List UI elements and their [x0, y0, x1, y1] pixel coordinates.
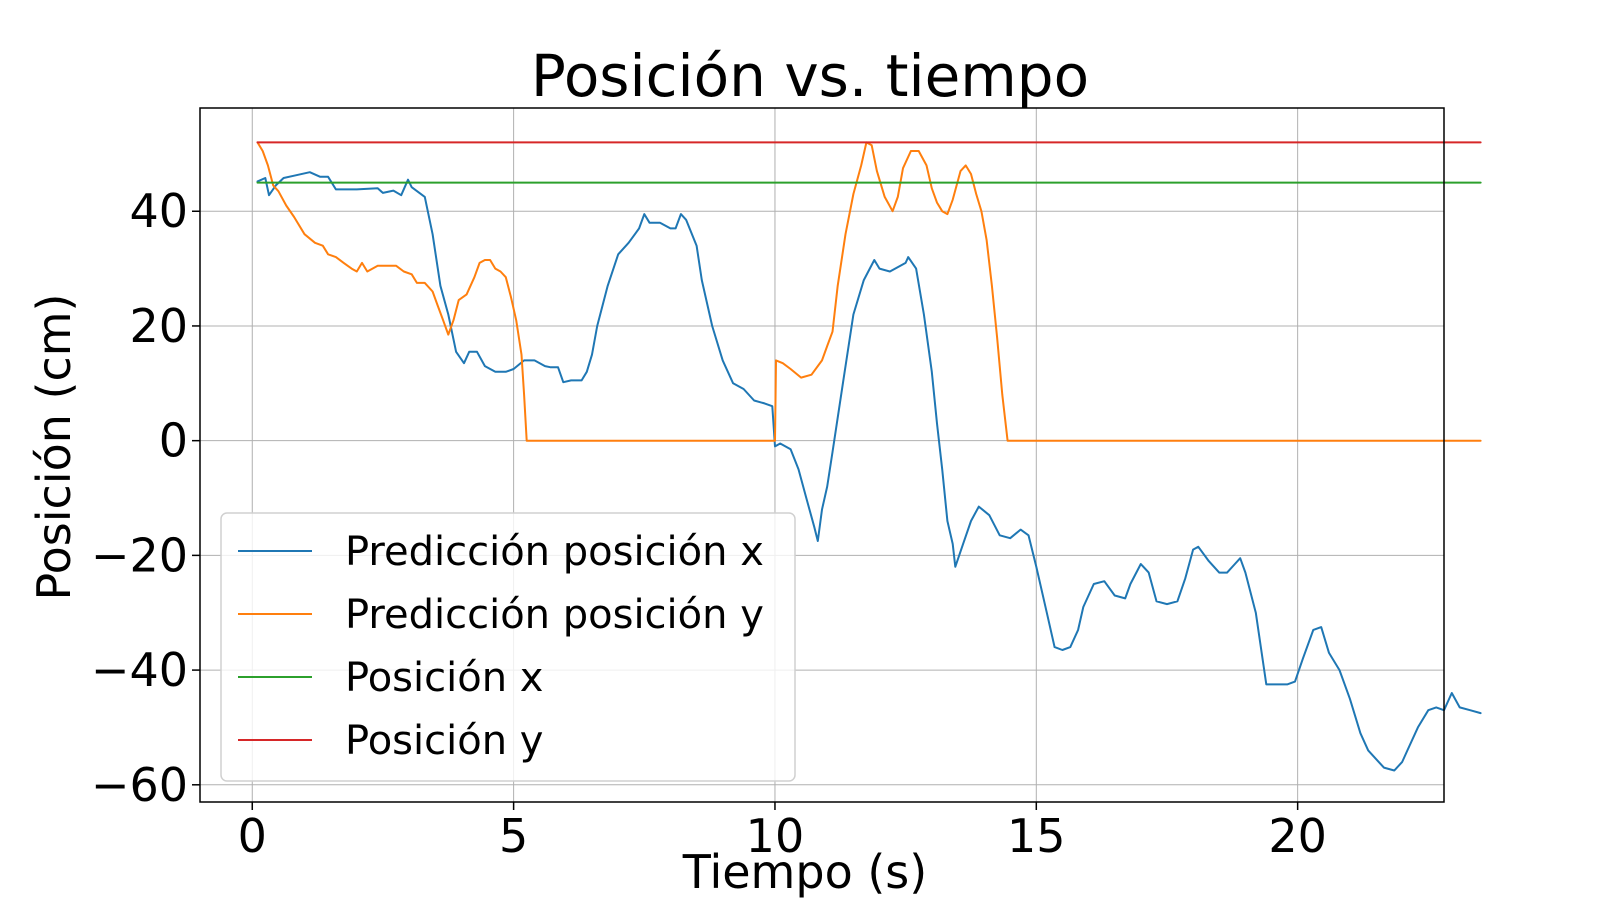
y-tick-label: −60	[91, 758, 188, 812]
y-axis-label: Posición (cm)	[27, 294, 81, 601]
y-tick-label: 0	[159, 414, 188, 468]
y-tick-label: −40	[91, 643, 188, 697]
x-tick-label: 0	[238, 809, 267, 863]
x-tick-label: 10	[746, 809, 805, 863]
axes-frame	[199, 107, 1445, 803]
legend-entry-label: Posición y	[345, 718, 543, 764]
x-tick-label: 5	[499, 809, 528, 863]
y-tick-label: 40	[129, 184, 188, 238]
legend-entry-label: Predicción posición y	[345, 592, 764, 638]
x-axis-label: Tiempo (s)	[682, 845, 927, 899]
series-line-prediccion-posicion-x	[256, 171, 1482, 772]
legend-box	[220, 512, 796, 782]
series-line-prediccion-posicion-y	[256, 141, 1482, 442]
legend-entry-label: Posición x	[345, 655, 543, 701]
x-tick-label: 15	[1007, 809, 1066, 863]
legend-entry-label: Predicción posición x	[345, 529, 764, 575]
x-tick-label: 20	[1268, 809, 1327, 863]
legend: Predicción posición x Predicción posición…	[220, 512, 796, 782]
chart-title: Posición vs. tiempo	[531, 42, 1089, 110]
axis-ticks: 0 5 10 15 20 −60 −40 −20 0 20 40	[91, 184, 1327, 863]
plot-area	[256, 141, 1482, 772]
y-tick-label: 20	[129, 299, 188, 353]
y-tick-label: −20	[91, 528, 188, 582]
